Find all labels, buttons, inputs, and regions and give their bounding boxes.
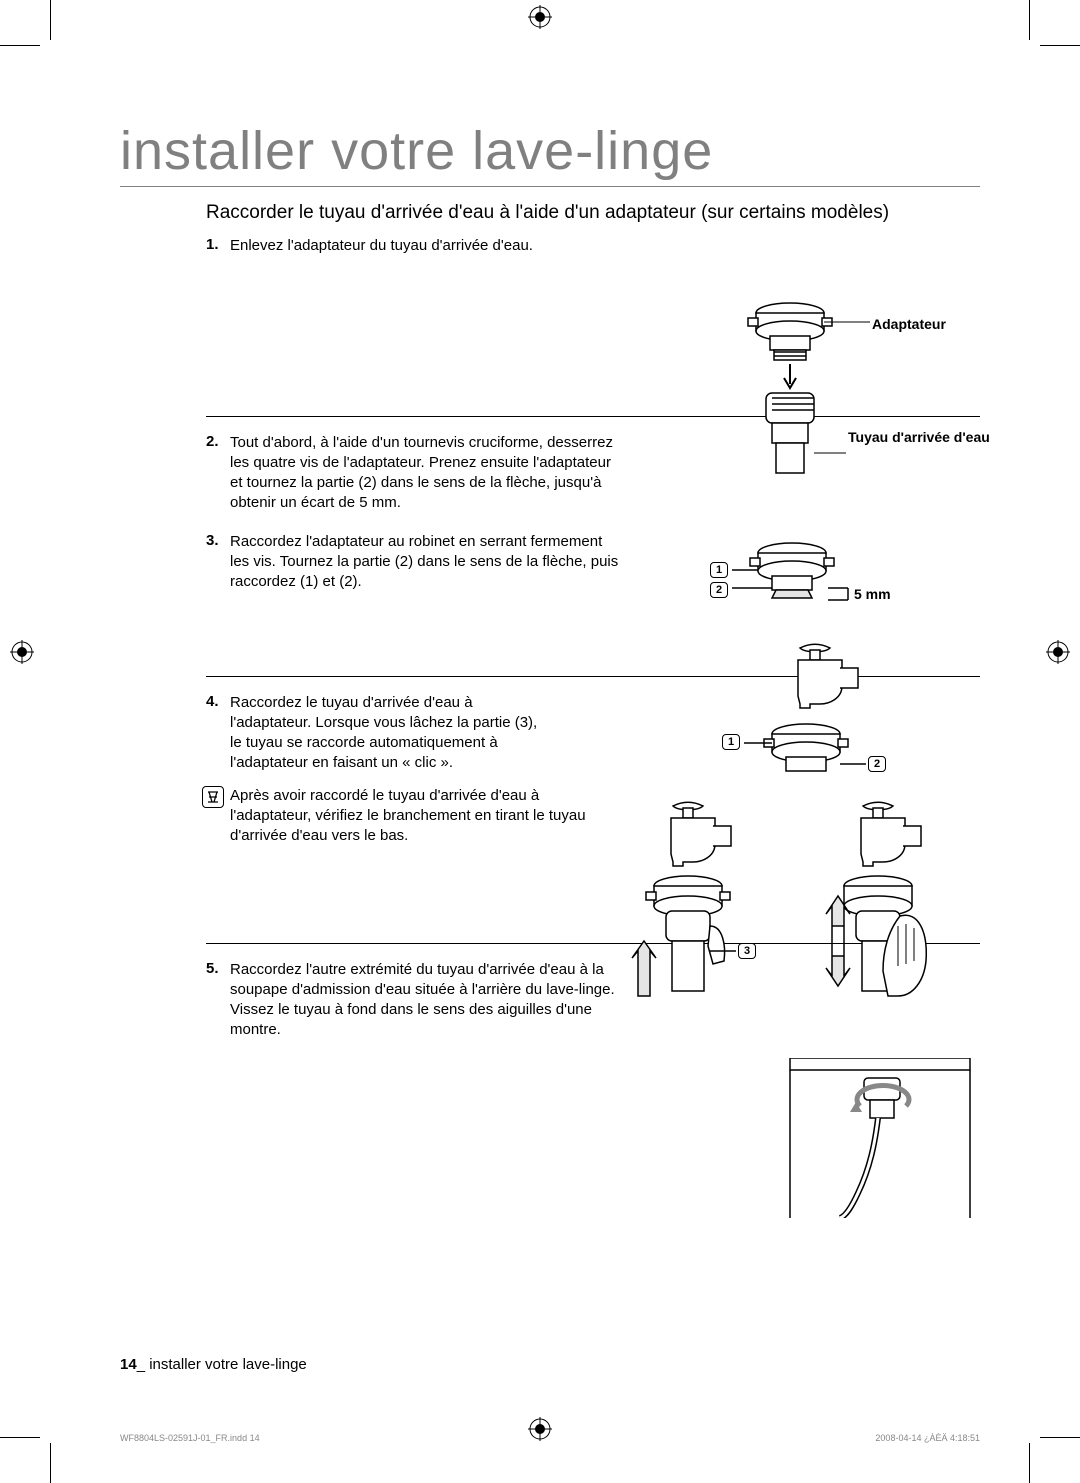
step-text: Raccordez le tuyau d'arrivée d'eau à l'a… <box>230 693 550 774</box>
step-number: 2. <box>206 433 230 514</box>
step-number: 5. <box>206 960 230 1092</box>
page-footer: 14_ installer votre lave-linge <box>120 1356 307 1373</box>
crop-mark <box>1040 1437 1080 1438</box>
registration-mark-icon <box>528 1417 552 1441</box>
registration-mark-icon <box>10 640 34 664</box>
footer-text: _ installer votre lave-linge <box>137 1356 307 1373</box>
crop-mark <box>0 1437 40 1438</box>
note-text: Après avoir raccordé le tuyau d'arrivée … <box>230 786 590 847</box>
crop-mark <box>1029 1443 1030 1483</box>
figure-step-5 <box>770 1058 990 1218</box>
note-block: Après avoir raccordé le tuyau d'arrivée … <box>202 786 590 847</box>
crop-mark <box>1029 0 1030 40</box>
page-number: 14 <box>120 1356 137 1373</box>
step-text: Raccordez l'adaptateur au robinet en ser… <box>230 532 620 658</box>
callout-3: 3 <box>738 943 756 959</box>
section-title: Raccorder le tuyau d'arrivée d'eau à l'a… <box>206 201 906 226</box>
step-text: Tout d'abord, à l'aide d'un tournevis cr… <box>230 433 620 514</box>
step-text: Enlevez l'adaptateur du tuyau d'arrivée … <box>230 236 533 398</box>
print-meta-filename: WF8804LS-02591J-01_FR.indd 14 <box>120 1433 260 1443</box>
step-2: 2. Tout d'abord, à l'aide d'un tournevis… <box>206 433 980 532</box>
step-text: Raccordez l'autre extrémité du tuyau d'a… <box>230 960 620 1092</box>
page-title: installer votre lave-linge <box>120 120 980 187</box>
print-meta-timestamp: 2008-04-14 ¿ÀÈÄ 4:18:51 <box>875 1433 980 1443</box>
registration-mark-icon <box>528 5 552 29</box>
crop-mark <box>1040 45 1080 46</box>
registration-mark-icon <box>1046 640 1070 664</box>
crop-mark <box>0 45 40 46</box>
step-number: 1. <box>206 236 230 398</box>
figure-label-adapter: Adaptateur <box>872 316 946 332</box>
crop-mark <box>50 1443 51 1483</box>
crop-mark <box>50 0 51 40</box>
step-number: 3. <box>206 532 230 658</box>
note-icon <box>202 786 224 808</box>
page-content: installer votre lave-linge Raccorder le … <box>120 120 980 1110</box>
